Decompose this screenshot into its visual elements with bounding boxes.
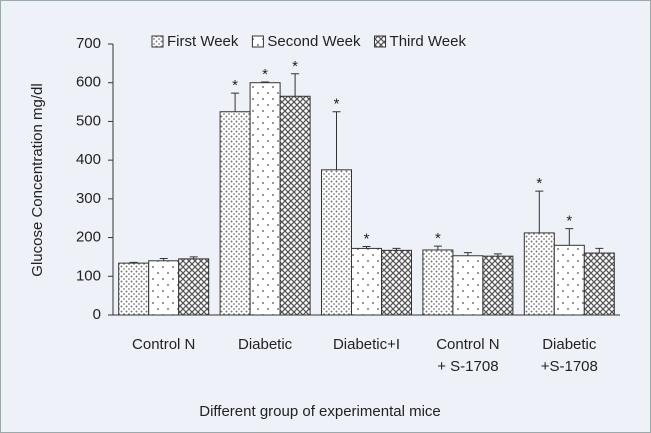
x-tick-label: +S-1708 [541,358,598,375]
x-tick-label: Diabetic+I [333,336,400,353]
bar [553,244,585,316]
significance-marker: * [566,213,572,230]
bar [321,169,352,316]
x-tick-label: Control N [436,336,499,353]
x-tick-label: Diabetic [238,336,293,353]
legend-swatch [374,35,387,48]
significance-marker: * [435,230,441,247]
error-bar [595,247,604,254]
legend-label: Second Week [267,33,361,50]
error-bar [129,261,138,264]
x-tick-label: Control N [132,336,195,353]
legend-swatch [151,35,164,48]
y-tick-label: 400 [76,151,101,168]
bar [148,260,180,316]
error-bar [291,73,300,97]
error-bar [231,92,240,112]
bar [118,262,150,316]
significance-marker: * [262,66,268,83]
bar [249,82,281,316]
significance-marker: * [536,175,542,192]
error-bar [261,81,270,83]
x-tick-label: + S-1708 [437,358,498,375]
y-tick-label: 700 [76,35,101,52]
error-bar [189,256,198,259]
error-bar [565,228,574,246]
bar [583,252,615,316]
bar [523,232,555,316]
y-tick-label: 200 [76,229,101,246]
bar [219,111,251,316]
y-tick-label: 600 [76,74,101,91]
bar [178,258,210,316]
bar [482,255,514,316]
y-tick-label: 100 [76,267,101,284]
bar [381,249,412,316]
bar [279,95,311,316]
y-tick-label: 0 [93,306,101,323]
error-bar [433,245,442,250]
significance-marker: * [364,230,370,247]
legend-label: First Week [167,33,239,50]
x-axis-label: Different group of experimental mice [199,403,441,420]
error-bar [493,253,502,257]
bar [351,247,382,316]
bar [422,249,454,316]
significance-marker: * [232,77,238,94]
significance-marker: * [334,96,340,113]
significance-marker: * [292,58,298,75]
y-tick-label: 500 [76,112,101,129]
error-bar [159,257,168,261]
y-tick-label: 300 [76,190,101,207]
bar [452,255,484,316]
error-bar [392,247,401,251]
error-bar [463,252,472,256]
error-bar [535,190,544,233]
y-axis-label: Glucose Concentration mg/dl [29,83,46,276]
error-bar [332,111,341,170]
legend-label: Third Week [390,33,467,50]
legend-swatch [251,35,264,48]
error-bar [362,245,371,249]
x-tick-label: Diabetic [542,336,597,353]
